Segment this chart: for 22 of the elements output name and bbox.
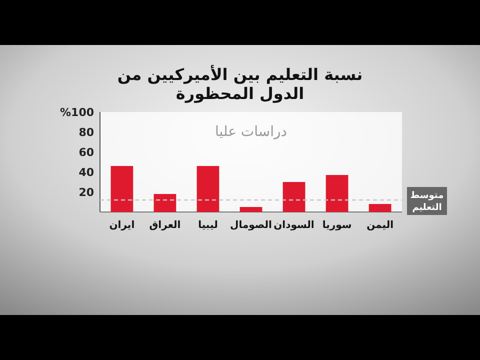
x-tick-label: الصومال [230, 220, 272, 231]
annotation: دراسات عليا [215, 124, 287, 140]
y-tick-label: 80 [78, 126, 94, 139]
y-tick-label: 20 [78, 186, 94, 199]
bar [282, 182, 306, 212]
chart-title: نسبة التعليم بين الأميركيين من الدول المحظورة [117, 64, 363, 103]
bar [110, 166, 134, 212]
x-tick-label: ليبيا [198, 220, 218, 231]
y-tick-label: 60 [78, 146, 94, 159]
x-tick-label: العراق [149, 220, 181, 231]
x-tick-label: سوريا [322, 220, 352, 231]
bar [154, 194, 176, 212]
ref-line-label: متوسط التعليم [410, 191, 444, 213]
y-tick-label: %100 [60, 106, 94, 119]
bar [368, 204, 392, 212]
bar [196, 166, 220, 212]
bar [326, 175, 348, 212]
x-tick-label: السودان [274, 220, 314, 231]
x-tick-label: اليمن [366, 220, 394, 231]
x-tick-label: ايران [109, 220, 135, 231]
bar [240, 207, 262, 212]
y-tick-label: 40 [78, 166, 94, 179]
